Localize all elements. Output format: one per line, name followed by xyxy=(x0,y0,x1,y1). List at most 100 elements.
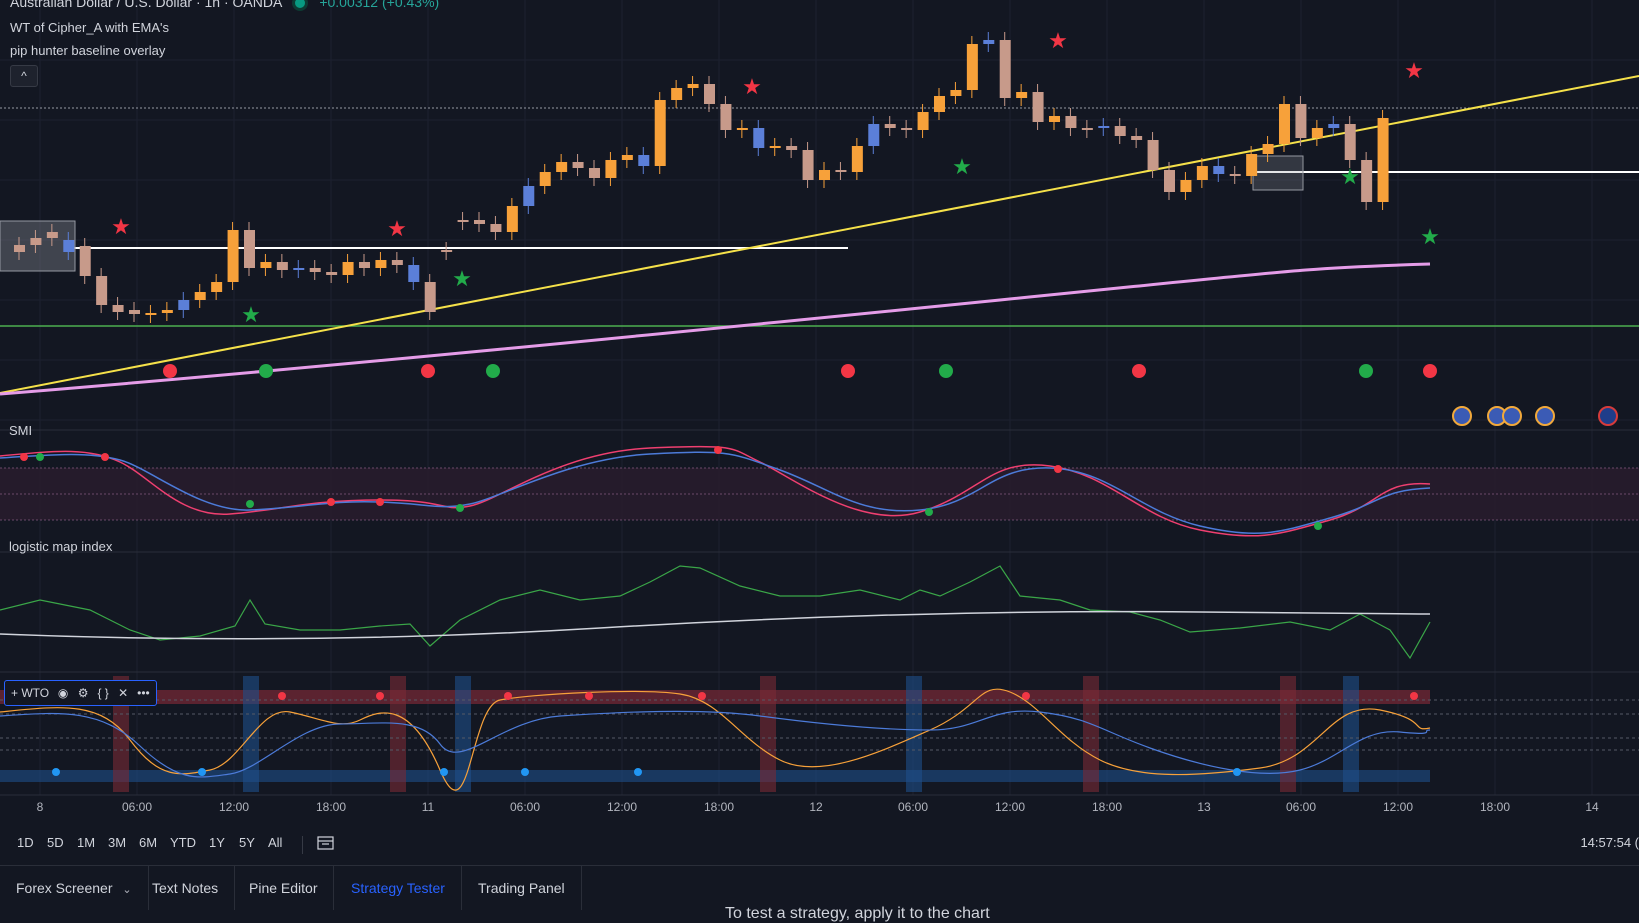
candle xyxy=(359,262,370,268)
candle xyxy=(244,230,255,268)
tab-strategy-tester[interactable]: Strategy Tester xyxy=(335,866,462,910)
au-event-flag-icon[interactable] xyxy=(1598,406,1618,426)
tab-label: Text Notes xyxy=(152,880,219,896)
time-tick: 06:00 xyxy=(121,800,153,814)
candle xyxy=(934,96,945,112)
candle xyxy=(835,170,847,172)
candle xyxy=(901,128,913,130)
range-all-button[interactable]: All xyxy=(268,835,283,850)
candle xyxy=(1213,166,1225,174)
candle xyxy=(211,282,223,292)
wto-indicator-toolbar[interactable]: + WTO ◉ ⚙ { } ✕ ••• xyxy=(4,680,157,706)
tab-label: Strategy Tester xyxy=(351,880,445,896)
tab-forex-screener[interactable]: Forex Screener ⌄ xyxy=(0,866,149,910)
candle xyxy=(161,310,173,313)
main-price-pane[interactable]: ★ ★ ★ ★ ★ ★ ★ ★ ★ ★ xyxy=(0,29,1639,396)
sell-star-icon: ★ xyxy=(1404,59,1424,84)
indicator-pip-hunter[interactable]: pip hunter baseline overlay xyxy=(10,43,166,58)
candle xyxy=(178,300,190,310)
gear-icon[interactable]: ⚙ xyxy=(77,686,89,700)
ema-line xyxy=(0,262,1431,396)
signal-dot xyxy=(421,364,435,378)
range-5d-button[interactable]: 5D xyxy=(47,835,64,850)
wto-dot xyxy=(1022,692,1030,700)
candle xyxy=(605,160,617,178)
smi-line xyxy=(0,445,1431,537)
time-tick: 18:00 xyxy=(1091,800,1123,814)
signal-dot xyxy=(1359,364,1373,378)
range-ytd-button[interactable]: YTD xyxy=(170,835,196,850)
wto-signal-column xyxy=(243,676,259,792)
candle xyxy=(1147,140,1159,170)
go-to-date-icon[interactable] xyxy=(317,835,335,851)
time-tick: 06:00 xyxy=(897,800,929,814)
braces-icon[interactable]: { } xyxy=(97,686,109,700)
tab-trading-panel[interactable]: Trading Panel xyxy=(462,866,582,910)
candle xyxy=(1246,154,1258,176)
candle xyxy=(950,90,962,96)
indicator-wt-cipher[interactable]: WT of Cipher_A with EMA's xyxy=(10,20,170,35)
tab-label: Pine Editor xyxy=(249,880,318,896)
clock[interactable]: 14:57:54 ( xyxy=(1580,835,1639,850)
candle xyxy=(1361,160,1373,202)
signal-dot xyxy=(486,364,500,378)
range-1d-button[interactable]: 1D xyxy=(17,835,34,850)
time-tick: 18:00 xyxy=(1479,800,1511,814)
candle xyxy=(424,282,436,312)
logistic-line xyxy=(0,565,1431,660)
wto-signal-column xyxy=(1083,676,1099,792)
wto-dot xyxy=(634,768,642,776)
buy-star-icon: ★ xyxy=(1420,225,1440,250)
price-change: +0.00312 (+0.43%) xyxy=(319,0,440,10)
more-icon[interactable]: ••• xyxy=(137,686,150,700)
us-event-flag-icon[interactable] xyxy=(1535,406,1555,426)
time-tick: 12:00 xyxy=(1382,800,1414,814)
candle xyxy=(1065,116,1077,128)
candle xyxy=(786,146,798,150)
candle xyxy=(30,238,42,245)
us-event-flag-icon[interactable] xyxy=(1452,406,1472,426)
candle xyxy=(1180,180,1192,192)
smi-pane[interactable] xyxy=(0,445,1639,537)
candle xyxy=(63,240,75,252)
wto-dot xyxy=(440,768,448,776)
candle xyxy=(1032,92,1044,122)
range-1y-button[interactable]: 1Y xyxy=(209,835,225,850)
close-icon[interactable]: ✕ xyxy=(118,686,129,700)
candle xyxy=(1098,126,1110,128)
wto-fast-line xyxy=(0,688,1431,791)
candle xyxy=(769,146,781,148)
range-5y-button[interactable]: 5Y xyxy=(239,835,255,850)
time-tick: 12:00 xyxy=(994,800,1026,814)
range-6m-button[interactable]: 6M xyxy=(139,835,158,850)
wto-dot xyxy=(1410,692,1418,700)
tab-text-notes[interactable]: Text Notes xyxy=(136,866,236,910)
signal-dot xyxy=(1423,364,1437,378)
chevron-down-icon[interactable]: ⌄ xyxy=(122,884,132,896)
tab-pine-editor[interactable]: Pine Editor xyxy=(233,866,335,910)
candle xyxy=(819,170,830,180)
candle xyxy=(966,44,978,90)
smi-cross-dot xyxy=(925,508,933,516)
wto-dot xyxy=(585,692,593,700)
consolidation-box xyxy=(1252,155,1304,191)
symbol-title: Australian Dollar / U.S. Dollar · 1h · O… xyxy=(10,0,439,10)
eye-icon[interactable]: ◉ xyxy=(57,686,69,700)
sell-star-icon: ★ xyxy=(387,217,407,242)
signal-dot xyxy=(1132,364,1146,378)
wto-signal-column xyxy=(760,676,776,792)
wto-label[interactable]: + WTO xyxy=(11,686,50,700)
us-event-flag-icon[interactable] xyxy=(1502,406,1522,426)
collapse-legend-button[interactable]: ^ xyxy=(10,65,38,87)
logistic-pane[interactable] xyxy=(0,565,1431,660)
signal-dot xyxy=(259,364,273,378)
range-3m-button[interactable]: 3M xyxy=(108,835,127,850)
tab-label: Forex Screener xyxy=(16,880,113,896)
candle xyxy=(539,172,551,186)
buy-star-icon: ★ xyxy=(952,155,972,180)
candle xyxy=(704,84,715,104)
candle xyxy=(276,262,288,270)
wto-pane[interactable] xyxy=(0,676,1639,792)
range-1m-button[interactable]: 1M xyxy=(77,835,96,850)
